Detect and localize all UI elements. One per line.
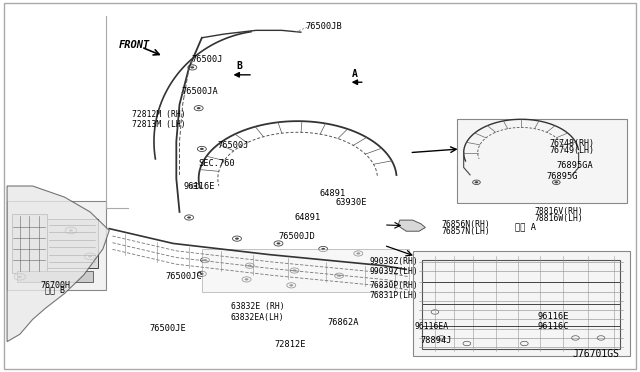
Circle shape <box>196 107 200 109</box>
Bar <box>47 219 99 267</box>
Bar <box>202 249 410 292</box>
Text: 76500JB: 76500JB <box>306 22 342 31</box>
Text: 96116E: 96116E <box>537 312 568 321</box>
Polygon shape <box>398 220 426 231</box>
Text: 78816V(RH): 78816V(RH) <box>534 208 582 217</box>
Text: 99038Z(RH)
99039Z(LH): 99038Z(RH) 99039Z(LH) <box>370 257 419 276</box>
Text: 76500JC: 76500JC <box>166 272 202 281</box>
Text: 64891: 64891 <box>294 213 321 222</box>
Text: 78816W(LH): 78816W(LH) <box>534 214 582 223</box>
Text: 76500J: 76500J <box>191 55 223 64</box>
Circle shape <box>18 276 22 278</box>
Text: 76749(LH): 76749(LH) <box>550 146 595 155</box>
Circle shape <box>69 230 73 232</box>
Circle shape <box>244 278 248 280</box>
Bar <box>458 119 627 203</box>
Text: 76862A: 76862A <box>328 318 359 327</box>
Text: 96116E: 96116E <box>184 182 216 190</box>
Text: J76701GS: J76701GS <box>572 349 620 359</box>
Text: B: B <box>236 61 242 71</box>
Circle shape <box>321 248 325 250</box>
Bar <box>17 271 93 282</box>
Circle shape <box>200 273 204 275</box>
Bar <box>12 214 47 273</box>
Text: SEC.760: SEC.760 <box>198 159 236 168</box>
Circle shape <box>337 275 341 277</box>
Circle shape <box>356 252 360 254</box>
Circle shape <box>88 255 92 257</box>
Text: 76500JD: 76500JD <box>278 231 316 241</box>
Text: 76700H: 76700H <box>40 281 70 290</box>
Circle shape <box>200 148 204 150</box>
Circle shape <box>187 217 191 219</box>
Bar <box>413 251 630 356</box>
Text: 76857N(LH): 76857N(LH) <box>442 227 490 236</box>
Circle shape <box>292 269 296 272</box>
Circle shape <box>235 237 239 240</box>
Text: 76856N(RH): 76856N(RH) <box>442 221 490 230</box>
Text: 76748(RH): 76748(RH) <box>550 139 595 148</box>
Circle shape <box>276 242 280 244</box>
Circle shape <box>248 264 252 267</box>
Circle shape <box>474 181 478 183</box>
Text: 76895GA: 76895GA <box>556 161 593 170</box>
Circle shape <box>289 284 293 286</box>
Text: 64891: 64891 <box>320 189 346 198</box>
Text: 矢視 A: 矢視 A <box>515 222 536 231</box>
Text: A: A <box>352 68 358 78</box>
Text: FRONT: FRONT <box>119 40 150 50</box>
Text: 72812E: 72812E <box>274 340 305 349</box>
Circle shape <box>190 66 194 68</box>
Bar <box>422 260 620 349</box>
Text: 63832E (RH)
63832EA(LH): 63832E (RH) 63832EA(LH) <box>230 302 284 322</box>
Text: 96116C: 96116C <box>537 322 568 331</box>
Text: 96116EA: 96116EA <box>415 321 449 331</box>
Bar <box>7 201 106 290</box>
Text: 72812M (RH)
72813M (LH): 72812M (RH) 72813M (LH) <box>132 110 185 129</box>
Text: 76500JE: 76500JE <box>150 324 186 333</box>
Text: 76895G: 76895G <box>547 172 578 181</box>
Text: 76500J: 76500J <box>218 141 250 150</box>
Circle shape <box>554 181 558 183</box>
Text: 76830P(RH)
76831P(LH): 76830P(RH) 76831P(LH) <box>370 281 419 300</box>
Text: 矢視 B: 矢視 B <box>45 285 65 294</box>
Text: 63930E: 63930E <box>336 198 367 207</box>
Polygon shape <box>7 186 109 341</box>
Text: 76500JA: 76500JA <box>181 87 218 96</box>
Circle shape <box>203 259 207 261</box>
Circle shape <box>193 185 197 187</box>
Text: 78894J: 78894J <box>421 336 452 346</box>
